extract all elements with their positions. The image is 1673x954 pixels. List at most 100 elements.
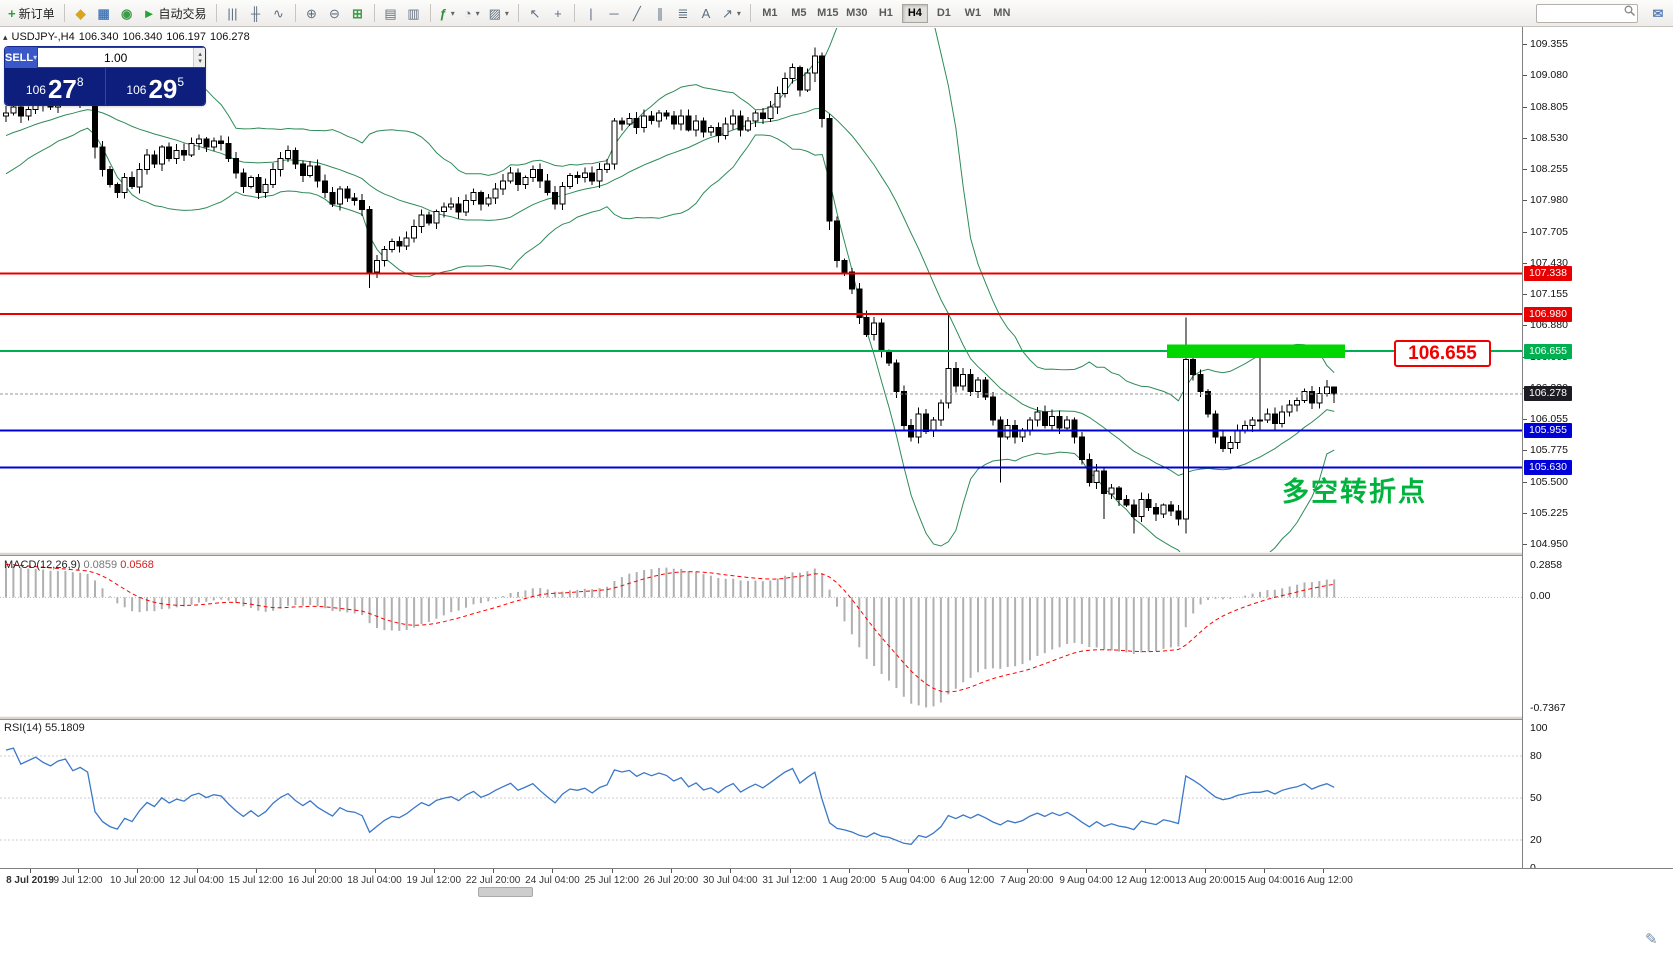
toolbar-divider: [429, 4, 431, 22]
indicators-button[interactable]: ƒ ▾: [436, 2, 459, 24]
time-axis-label: 9 Jul 12:00: [53, 875, 103, 886]
navigator-button[interactable]: ◉: [116, 2, 138, 24]
timeframe-m5-button[interactable]: M5: [786, 4, 812, 23]
sell-button[interactable]: SELL: [5, 51, 34, 64]
price-axis-label: 105.225: [1530, 506, 1568, 519]
time-axis-tick: [1204, 869, 1206, 873]
price-axis-tick: [1523, 481, 1527, 483]
pencil-icon[interactable]: ✎: [1645, 931, 1658, 948]
autotrading-button[interactable]: ► 自动交易: [139, 2, 211, 24]
time-axis-label: 19 Jul 12:00: [406, 875, 462, 886]
time-axis[interactable]: 8 Jul 2019 9 Jul 12:00 10 Jul 20:00 12 Jul …: [0, 868, 1673, 892]
templates-button[interactable]: ▨ ▾: [485, 2, 513, 24]
price-axis-tick: [1523, 450, 1527, 452]
data-window-button[interactable]: ▦: [93, 2, 115, 24]
horizontal-line-icon: ─: [609, 5, 619, 21]
notifications-button[interactable]: ✉: [1647, 2, 1669, 24]
time-axis-label: 31 Jul 12:00: [762, 875, 817, 886]
price-axis-tick: [1523, 325, 1527, 327]
search-box: [1536, 3, 1638, 23]
bar-chart-button[interactable]: |||: [222, 2, 244, 24]
timeframe-d1-button[interactable]: D1: [931, 4, 957, 23]
volume-up-button[interactable]: ▴: [198, 50, 202, 58]
order-type-dropdown[interactable]: ▾: [33, 53, 38, 62]
timeframe-mn-button[interactable]: MN: [989, 4, 1015, 23]
cascade-windows-icon: ▤: [384, 5, 397, 21]
macd-label: MACD(12,26,9) 0.0859 0.0568: [4, 559, 154, 571]
market-watch-button[interactable]: ◆: [70, 2, 92, 24]
ohlc-close: 106.278: [210, 31, 250, 43]
rsi-value: 55.1809: [44, 722, 85, 734]
cascade-windows-button[interactable]: ▤: [380, 2, 402, 24]
tile-windows-button[interactable]: ⊞: [347, 2, 369, 24]
periods-button[interactable]: ◔ ▾: [460, 2, 484, 24]
collapse-triangle-icon[interactable]: ▴: [3, 32, 8, 42]
price-axis-label: 104.950: [1530, 538, 1568, 551]
timeframe-h4-button[interactable]: H4: [901, 3, 928, 23]
ohlc-info: ▴ USDJPY-,H4 106.340 106.340 106.197 106.278: [3, 31, 254, 43]
cursor-button[interactable]: ↖: [524, 2, 546, 24]
ohlc-open: 106.340: [78, 31, 119, 43]
sell-price[interactable]: 106 27 8: [5, 68, 105, 105]
sell-price-prefix: 106: [25, 83, 46, 97]
fibonacci-button[interactable]: ≣: [672, 2, 694, 24]
time-axis-tick: [730, 869, 732, 873]
panel-splitter[interactable]: [0, 552, 1673, 556]
horizontal-line-button[interactable]: ─: [603, 2, 625, 24]
chevron-down-icon: ▾: [450, 8, 455, 18]
vertical-line-button[interactable]: |: [580, 2, 602, 24]
time-axis-tick: [1264, 869, 1265, 873]
zoom-in-button[interactable]: ⊕: [301, 2, 323, 24]
arrange-windows-button[interactable]: ▥: [403, 2, 425, 24]
zoom-out-button[interactable]: ⊖: [324, 2, 346, 24]
arrows-button[interactable]: ↗ ▾: [718, 2, 745, 24]
chevron-down-icon: ▾: [475, 8, 480, 18]
volume-input[interactable]: [38, 48, 194, 67]
symbol-search-input[interactable]: [1540, 7, 1624, 19]
timeframe-h1-button[interactable]: H1: [873, 4, 899, 23]
macd-name: MACD(12,26,9): [4, 559, 81, 571]
macd-axis-label: 0.2858: [1530, 559, 1563, 571]
timeframe-m15-button[interactable]: M15: [815, 4, 841, 23]
time-axis-tick: [196, 869, 198, 873]
time-axis-label: 12 Jul 04:00: [169, 875, 224, 886]
price-axis-label: 109.355: [1530, 38, 1568, 50]
time-axis-tick: [789, 869, 791, 873]
search-icon: [1624, 4, 1636, 22]
time-axis-label: 12 Aug 12:00: [1115, 875, 1175, 886]
horizontal-scrollbar-thumb[interactable]: [478, 887, 533, 897]
volume-down-button[interactable]: ▾: [198, 57, 202, 65]
channel-button[interactable]: ∥: [649, 2, 671, 24]
price-axis-label: 108.530: [1530, 131, 1568, 144]
message-icon: ✉: [1652, 5, 1664, 21]
one-click-trading-panel: SELL ▾ ▴ ▾ BUY 106 27 8 106 29 5: [5, 47, 205, 105]
time-axis-label: 18 Jul 04:00: [347, 875, 402, 886]
chevron-down-icon: ▾: [504, 8, 509, 18]
line-chart-button[interactable]: ∿: [268, 2, 290, 24]
zoom-in-icon: ⊕: [306, 5, 317, 21]
timeframe-m30-button[interactable]: M30: [844, 4, 870, 23]
time-axis-label: 5 Aug 04:00: [881, 875, 935, 886]
timeframe-w1-button[interactable]: W1: [960, 4, 986, 23]
macd-signal-value: 0.0568: [120, 559, 154, 571]
channel-icon: ∥: [656, 5, 664, 21]
time-axis-label: 16 Jul 20:00: [287, 875, 343, 886]
buy-price[interactable]: 106 29 5: [106, 68, 206, 105]
rsi-name: RSI(14): [4, 722, 42, 734]
time-axis-label: 30 Jul 04:00: [703, 875, 758, 886]
zone-price-label: 106.655: [1394, 340, 1491, 367]
price-axis[interactable]: 109.355 109.080 108.805 108.530 108.255 107.9…: [1522, 27, 1673, 874]
volume-field: ▴ ▾: [37, 47, 205, 68]
candlestick-chart-button[interactable]: ╫: [245, 2, 267, 24]
panel-splitter[interactable]: [0, 716, 1673, 720]
time-axis-tick: [611, 869, 613, 873]
trendline-button[interactable]: ╱: [626, 2, 648, 24]
crosshair-button[interactable]: +: [547, 2, 569, 24]
text-button[interactable]: A: [695, 2, 717, 24]
timeframe-m1-button[interactable]: M1: [757, 4, 783, 23]
new-order-button-label: 新订单: [18, 6, 55, 21]
ohlc-high: 106.340: [122, 31, 163, 43]
navigator-icon: ◉: [120, 5, 133, 21]
bar-chart-icon: |||: [227, 5, 238, 21]
new-order-button[interactable]: + 新订单: [4, 2, 59, 24]
